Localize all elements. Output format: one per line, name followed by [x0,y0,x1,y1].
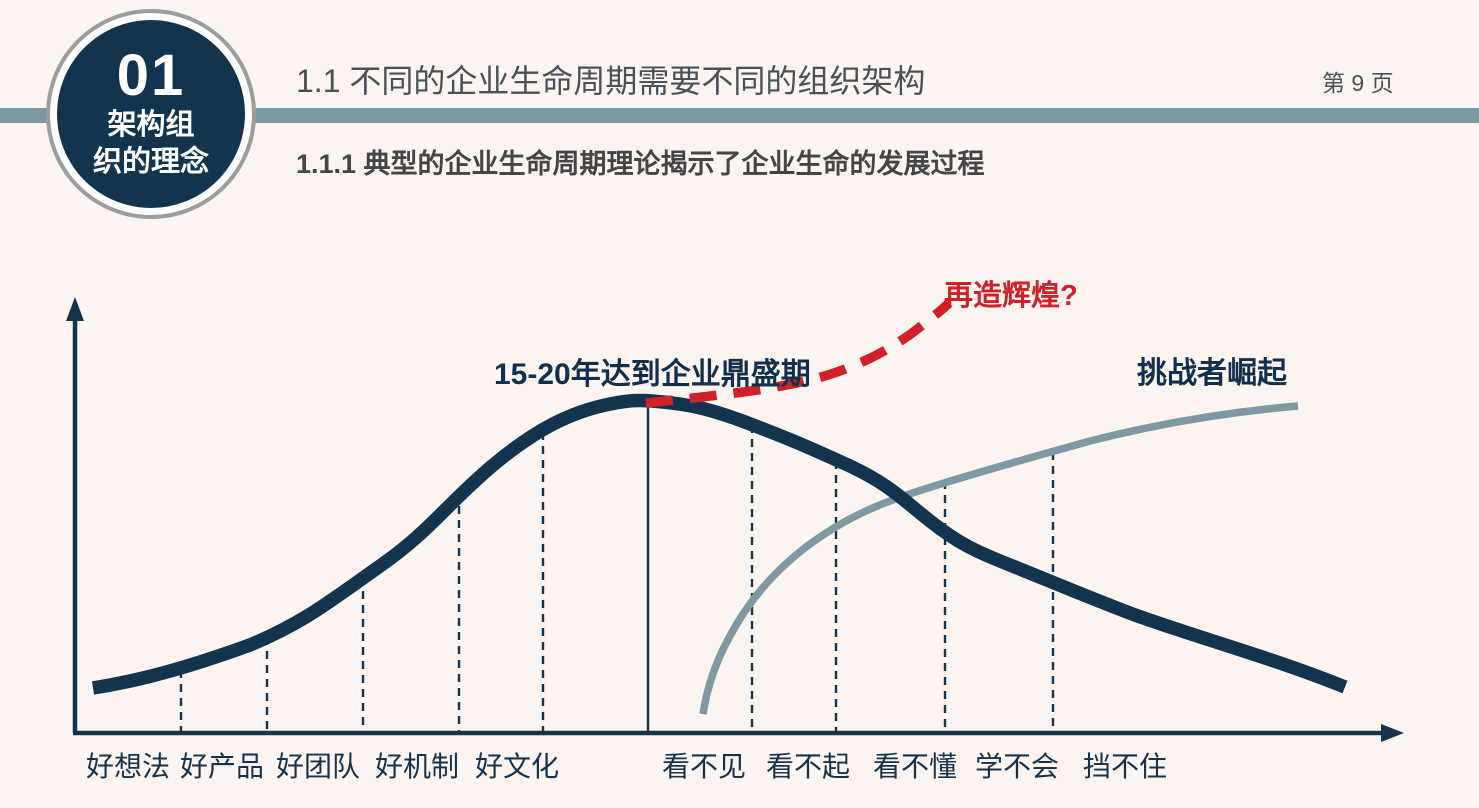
lifecycle-curve [91,393,1348,695]
stage-label-good-team: 好团队 [275,752,360,783]
chapter-title-line1: 架构组 [107,108,195,141]
section-subtitle: 1.1.1 典型的企业生命周期理论揭示了企业生命的发展过程 [296,149,985,179]
stage-label-look-down: 看不起 [765,752,850,783]
stage-label-good-culture: 好文化 [474,752,559,783]
stage-label-cant-learn: 学不会 [974,752,1059,783]
x-axis-arrow-icon [1381,724,1404,742]
chapter-number: 01 [116,42,186,108]
stage-label-cant-understand: 看不懂 [872,752,957,783]
chapter-badge: 01 架构组 织的理念 [50,13,252,215]
stage-label-cant-see: 看不见 [661,752,746,783]
stage-label-cant-stop: 挡不住 [1082,752,1167,783]
page-number: 第 9 页 [1322,70,1394,96]
stage-dividers-left [179,432,545,731]
challenger-annotation: 挑战者崛起 [1137,357,1287,390]
section-title: 1.1 不同的企业生命周期需要不同的组织架构 [296,63,926,99]
header-divider-band [0,108,1479,123]
stage-label-good-mechanism: 好机制 [374,752,459,783]
y-axis-arrow-icon [66,297,84,321]
stage-label-good-product: 好产品 [179,752,264,783]
rebirth-annotation: 再造辉煌? [944,280,1078,312]
stage-label-good-idea: 好想法 [85,752,170,783]
chapter-title-line2: 织的理念 [92,146,209,179]
stage-dividers-right [750,425,1055,731]
peak-annotation: 15-20年达到企业鼎盛期 [494,358,811,391]
rebirth-curve [645,299,953,408]
